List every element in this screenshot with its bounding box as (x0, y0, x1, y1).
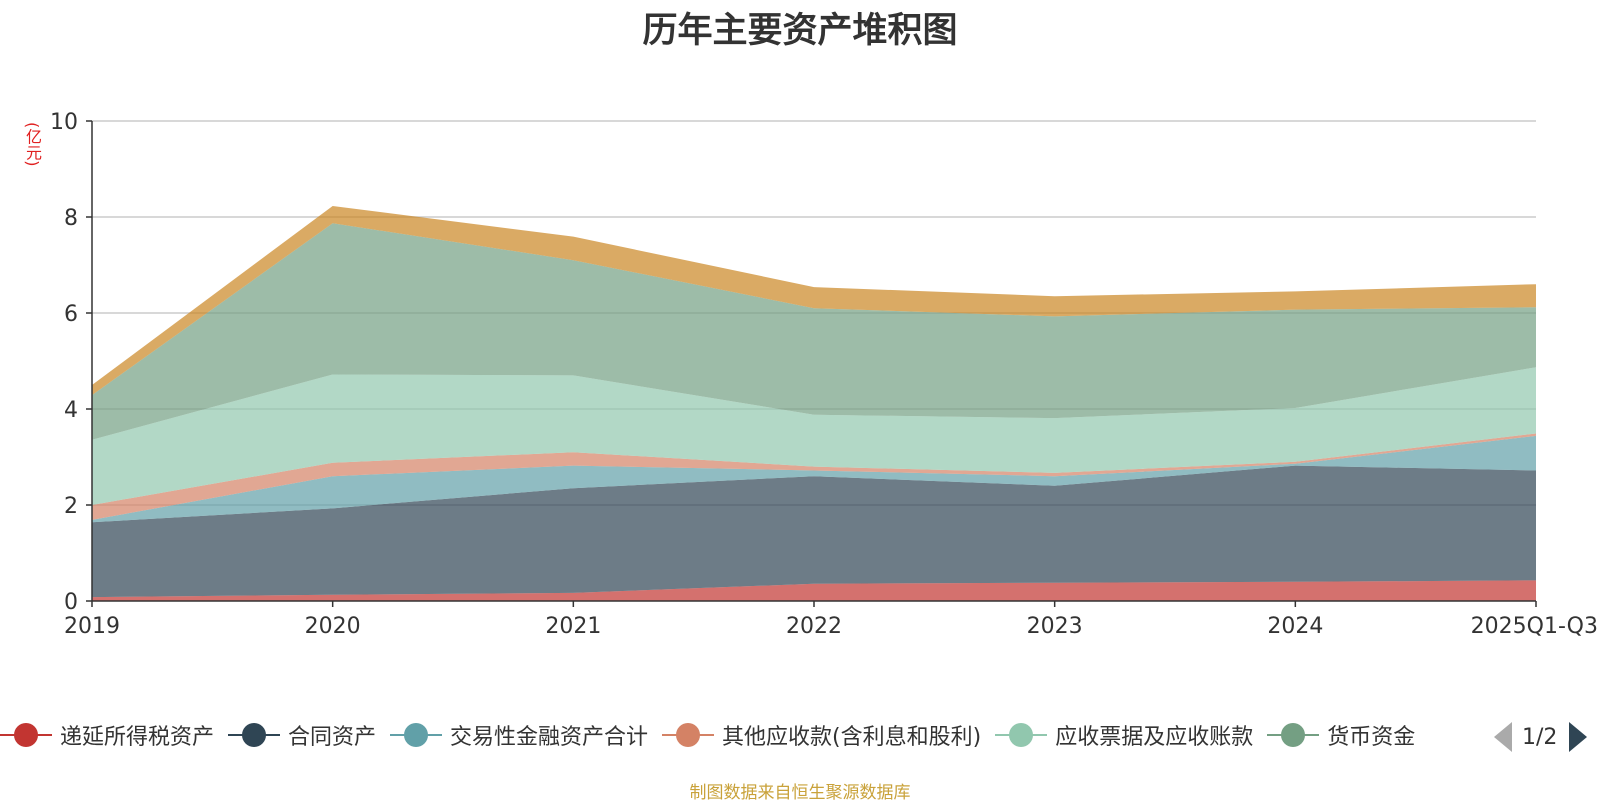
legend-marker-icon (228, 723, 281, 747)
x-tick-label: 2020 (305, 614, 361, 639)
y-tick-label: 8 (64, 206, 78, 231)
legend-item[interactable]: 应收票据及应收账款 (995, 715, 1253, 755)
legend-label: 合同资产 (288, 725, 377, 750)
y-axis-label: (亿元) (23, 122, 42, 167)
legend-marker-icon (995, 723, 1048, 747)
y-tick-label: 10 (50, 110, 78, 135)
y-tick-label: 2 (64, 494, 78, 519)
x-tick-label: 2022 (786, 614, 842, 639)
legend-prev-icon[interactable] (1494, 722, 1512, 752)
source-note: 制图数据来自恒生聚源数据库 (689, 783, 911, 803)
legend-item[interactable]: 合同资产 (228, 715, 376, 755)
area-series-6 (92, 223, 1536, 440)
x-tick-label: 2024 (1267, 614, 1323, 639)
area-series-3 (92, 435, 1536, 523)
legend-pager: 1/2 (1494, 717, 1588, 757)
x-tick-label: 2023 (1027, 614, 1083, 639)
y-tick-label: 0 (64, 590, 78, 615)
legend-marker-icon (0, 723, 52, 747)
legend-label: 交易性金融资产合计 (450, 725, 649, 750)
x-tick-label: 2021 (545, 614, 601, 639)
legend-label: 应收票据及应收账款 (1055, 725, 1254, 750)
legend-page-indicator: 1/2 (1522, 724, 1558, 750)
legend-item[interactable]: 其他应收款(含利息和股利) (662, 715, 981, 755)
x-tick-label: 2019 (64, 614, 120, 639)
legend-next-icon[interactable] (1569, 722, 1588, 752)
legend-item[interactable]: 交易性金融资产合计 (390, 715, 648, 755)
area-series-2 (92, 465, 1536, 598)
legend-label: 其他应收款(含利息和股利) (722, 725, 982, 750)
legend-marker-icon (662, 723, 715, 747)
area-series-7 (92, 205, 1536, 396)
chart-title: 历年主要资产堆积图 (642, 11, 958, 51)
x-tick-label: 2025Q1-Q3 (1471, 614, 1598, 639)
y-tick-label: 6 (64, 302, 78, 327)
area-series-1 (92, 580, 1536, 601)
legend-item[interactable]: 递延所得税资产 (0, 715, 214, 755)
legend-marker-icon (1267, 723, 1320, 747)
legend-marker-icon (390, 723, 443, 747)
legend-label: 货币资金 (1327, 725, 1416, 750)
legend: 递延所得税资产 合同资产 交易性金融资产合计 其他应收款(含利息和股利) 应收票据及应收… (0, 715, 1478, 755)
legend-item[interactable]: 货币资金 (1267, 715, 1415, 755)
area-series-5 (92, 367, 1536, 505)
y-tick-label: 4 (64, 398, 78, 423)
legend-label: 递延所得税资产 (60, 725, 215, 750)
